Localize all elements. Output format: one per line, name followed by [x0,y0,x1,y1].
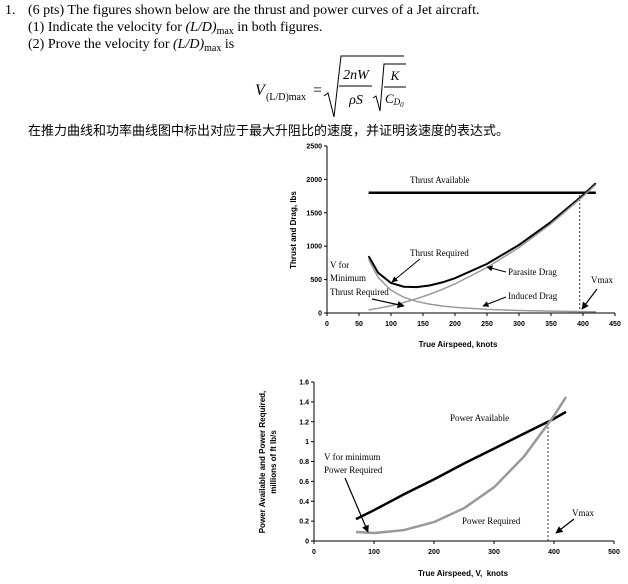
x-tick-label: 400 [577,321,589,328]
series-label: Thrust Available [410,175,470,185]
label-arrow [486,265,507,273]
annotation-arrow [371,298,405,309]
math-sub: max [217,26,234,37]
text: in both figures. [234,20,323,35]
series-line [367,182,597,289]
chart: 0 0.2 0.4 0.6 0.8 1 1.2 1.4 1.6 0 100 200 300 400 500 T… [258,380,620,579]
problem-line: 在推力曲线和功率曲线图中标出对应于最大升阻比的速度，并证明该速度的表达式。 [28,123,509,139]
math-sub: (L/D)max [266,92,306,103]
problem-line: (2) Prove the velocity for (L/D)max is [28,37,234,54]
annotation: Vmax [572,508,594,518]
annotation: Minimum [330,273,366,283]
series-line [355,396,568,535]
x-axis-label: True Airspeed, knots [419,340,498,349]
math: = [313,82,322,99]
label-arrow [391,258,421,283]
y-tick-label: 500 [310,277,322,284]
x-tick-label: 350 [545,321,557,328]
math: ρS [348,93,363,108]
annotation-arrow [344,477,369,533]
x-tick-label: 300 [513,321,525,328]
series-line [355,410,567,521]
y-tick-label: 1000 [306,244,322,251]
annotation: Thrust Required [330,287,389,297]
y-axis-label: Thrust and Drag, lbs [289,191,298,269]
x-tick-label: 200 [428,549,440,556]
y-tick-label: 2000 [306,177,322,184]
x-tick-label: 250 [481,321,493,328]
chart: 0 500 1000 1500 2000 2500 0 50 100 150 200 250 300 35… [289,144,621,350]
x-tick-label: 50 [355,321,363,328]
math: (L/D) [185,20,216,35]
text: is [221,37,234,52]
x-tick-label: 400 [548,549,560,556]
math: CD0 [385,91,404,109]
series-label: Power Required [462,516,521,526]
math: C [385,91,394,106]
sqrt-sign [372,63,406,112]
annotation-arrow [581,288,598,310]
problem-number: 1. [5,3,16,18]
y-tick-label: 1 [305,439,309,446]
problem-line: (6 pts) The figures shown below are the … [28,3,479,18]
formula: V (L/D)max = 2nW ρS K CD0 [255,55,406,118]
y-tick-label: 0.6 [299,479,309,486]
math: 2nW [343,68,370,83]
x-tick-label: 0 [312,549,316,556]
problem-line: (1) Indicate the velocity for (L/D)max i… [28,20,322,37]
x-tick-label: 100 [385,321,397,328]
x-tick-label: 150 [417,321,429,328]
series-line [367,258,596,313]
annotation: V for minimum [324,452,380,462]
x-tick-label: 300 [488,549,500,556]
x-tick-label: 200 [449,321,461,328]
series-label: Induced Drag [508,291,558,301]
math: (L/D) [173,37,204,52]
sqrt-sign [323,55,404,118]
y-tick-label: 1.4 [299,399,309,406]
x-tick-label: 450 [609,321,621,328]
y-axis-label: Power Available and Power Required, [258,391,267,534]
label-arrow [482,296,507,307]
annotation: Vmax [591,275,613,285]
y-tick-label: 1500 [306,210,322,217]
series-label: Power Available [450,413,509,423]
x-tick-label: 0 [325,321,329,328]
y-tick-label: 1.6 [299,380,309,387]
series-label: Thrust Required [410,248,469,258]
text: (1) Indicate the velocity for [28,20,185,35]
x-axis-label: True Airspeed, V, knots [418,569,509,578]
annotation: V for [330,260,349,270]
y-tick-label: 0.2 [299,519,309,526]
y-tick-label: 2500 [306,144,322,151]
math-sub: 0 [400,101,404,109]
annotation: Power Required [324,465,383,475]
y-tick-label: 0.8 [299,459,309,466]
y-tick-label: 0 [305,539,309,546]
math-sub: D [393,97,401,107]
x-tick-label: 100 [368,549,380,556]
series-label: Parasite Drag [508,267,557,277]
series-line [368,183,597,311]
y-tick-label: 0.4 [299,499,309,506]
math: K [390,68,401,83]
text: (2) Prove the velocity for [28,37,173,52]
math-sub: max [204,43,221,54]
y-axis-label: millions of ft lb/s [269,430,278,494]
x-tick-label: 500 [608,549,620,556]
math: V [255,82,267,99]
y-tick-label: 1.2 [299,419,309,426]
y-tick-label: 0 [318,311,322,318]
annotation-arrow [555,518,575,534]
